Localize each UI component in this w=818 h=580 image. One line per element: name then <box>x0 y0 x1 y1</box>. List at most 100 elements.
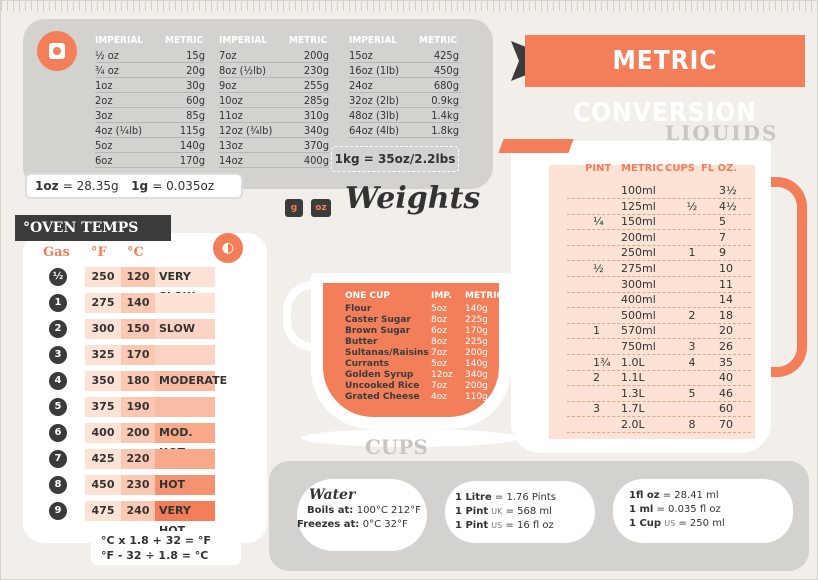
cup-imp: 6oz <box>431 326 447 336</box>
jug-pint <box>567 245 621 260</box>
volume-unit: 1 Pint <box>455 506 489 517</box>
temp-label: MODERATE <box>155 371 227 391</box>
cup-imp: 8oz <box>431 315 447 325</box>
jug-row: 2.0L 8 70 <box>567 417 751 433</box>
jug-cups: 1 <box>688 246 696 260</box>
weight-imperial: 5oz <box>95 139 113 152</box>
jug-floz: 20 <box>719 324 733 338</box>
temp-f: 300 <box>85 319 121 339</box>
weight-imperial: 6oz <box>95 154 113 167</box>
temp-f: 425 <box>85 449 121 469</box>
jug-pint <box>567 199 621 214</box>
jug-cups: 8 <box>688 418 696 431</box>
jug-floz: 46 <box>719 386 733 400</box>
weight-imperial: 4oz (¼lb) <box>95 124 143 137</box>
jug-pint <box>567 417 621 432</box>
weight-metric: 140g <box>179 139 205 152</box>
volume-blob-a: 1 Litre = 1.76 Pints 1 Pint UK = 568 ml 1 … <box>445 481 595 543</box>
jug-row: 250ml 1 9 <box>567 245 751 262</box>
volume-unit: 1 Pint <box>455 520 489 531</box>
jug-metric: 1.3L <box>621 386 645 400</box>
cup-imp: 7oz <box>431 381 447 391</box>
jug-floz: 14 <box>719 293 733 307</box>
jug-metric: 400ml <box>621 293 656 307</box>
weight-row: 2oz 60g <box>95 93 205 108</box>
cup-row: Golden Syrup 12oz 340g <box>345 370 503 381</box>
weight-row: 7oz 200g <box>219 48 329 63</box>
cup-row: Caster Sugar 8oz 225g <box>345 315 503 326</box>
weight-metric: 115g <box>179 124 205 137</box>
oven-row: 1 275 140 <box>49 291 215 315</box>
cup-row: Uncooked Rice 7oz 200g <box>345 381 503 392</box>
gas-mark-icon: 7 <box>49 450 67 468</box>
cup-handle <box>283 281 323 351</box>
cup-row: Brown Sugar 6oz 170g <box>345 326 503 337</box>
weight-metric: 170g <box>179 154 205 167</box>
weights-col-1: IMPERIAL METRIC ½ oz 15g ¾ oz 20g 1oz 30g 2oz 60… <box>95 35 205 168</box>
jug-pint: ¼ <box>593 215 604 229</box>
temp-c: 170 <box>121 345 155 365</box>
cup-item: Flour <box>345 304 372 314</box>
cup-item: Golden Syrup <box>345 370 414 380</box>
temp-c: 140 <box>121 293 155 313</box>
jug-floz: 10 <box>719 262 733 275</box>
oz-note: 1oz = 28.35g 1g = 0.035oz <box>27 175 241 197</box>
weight-imperial: 3oz <box>95 109 113 122</box>
gas-mark-icon: 4 <box>49 372 67 390</box>
jug-metric: 750ml <box>621 340 656 353</box>
weight-row: 64oz (4lb) 1.8kg <box>349 123 461 138</box>
jug-floz: 11 <box>719 277 733 291</box>
weight-metric: 30g <box>186 79 205 92</box>
weights-panel: IMPERIAL METRIC ½ oz 15g ¾ oz 20g 1oz 30g 2oz 60… <box>23 19 493 189</box>
volume-region: US <box>491 521 503 530</box>
weight-row: ½ oz 15g <box>95 48 205 63</box>
jug-pint <box>567 386 621 401</box>
weight-row: 12oz (¾lb) 340g <box>219 123 329 138</box>
weights-col-2: IMPERIAL METRIC 7oz 200g 8oz (½lb) 230g 9oz 25… <box>219 35 329 168</box>
oven-row: 8 450 230 HOT <box>49 473 215 497</box>
cup-metric: 340g <box>465 370 488 380</box>
weight-imperial: 15oz <box>349 49 373 62</box>
temp-c: 150 <box>121 319 155 339</box>
cup-imp: 8oz <box>431 337 447 347</box>
jug-floz: 40 <box>719 371 733 385</box>
jug-cups <box>673 323 711 338</box>
weight-imperial: 13oz <box>219 139 243 152</box>
jug-pint: 2 <box>593 371 600 385</box>
jug-cups <box>673 183 711 198</box>
cup-metric: 200g <box>465 348 488 358</box>
oven-row: 5 375 190 <box>49 395 215 419</box>
cup-item: Grated Cheese <box>345 392 420 402</box>
jug-metric: 125ml <box>621 199 656 213</box>
jug-cups: 5 <box>688 386 696 400</box>
temp-f: 350 <box>85 371 121 391</box>
weight-metric: 60g <box>186 94 205 107</box>
volume-value: = 1.76 Pints <box>494 492 556 503</box>
volume-row: 1 Pint US = 16 fl oz <box>455 519 585 533</box>
jug-metric: 500ml <box>621 308 656 322</box>
volume-row: 1 Litre = 1.76 Pints <box>455 491 585 505</box>
volume-unit: 1 Cup <box>629 518 662 529</box>
weight-metric: 400g <box>303 154 329 167</box>
jug-row: 2 1.1L 40 <box>567 370 751 387</box>
temp-label: VERY SLOW <box>155 267 215 303</box>
weight-imperial: ½ oz <box>95 49 119 62</box>
weight-imperial: 64oz (4lb) <box>349 124 400 137</box>
cup-item: Sultanas/Raisins <box>345 348 429 358</box>
temp-f: 325 <box>85 345 121 365</box>
cup-imp: 5oz <box>431 304 447 314</box>
jug-metric: 1.0L <box>621 355 645 369</box>
weight-metric: 285g <box>303 94 329 107</box>
jug-metric: 250ml <box>621 246 656 260</box>
cup-row: Currants 5oz 140g <box>345 359 503 370</box>
kitchen-scale-icon <box>37 31 77 71</box>
thermostat-dial-icon: ◐ <box>213 233 243 263</box>
jug-pint <box>567 308 621 323</box>
weight-row: 15oz 425g <box>349 48 461 63</box>
cup-row: Grated Cheese 4oz 110g <box>345 392 503 403</box>
jug-cups: ½ <box>686 199 698 213</box>
jug-row: 400ml 14 <box>567 292 751 309</box>
jug-floz: 7 <box>719 230 726 244</box>
